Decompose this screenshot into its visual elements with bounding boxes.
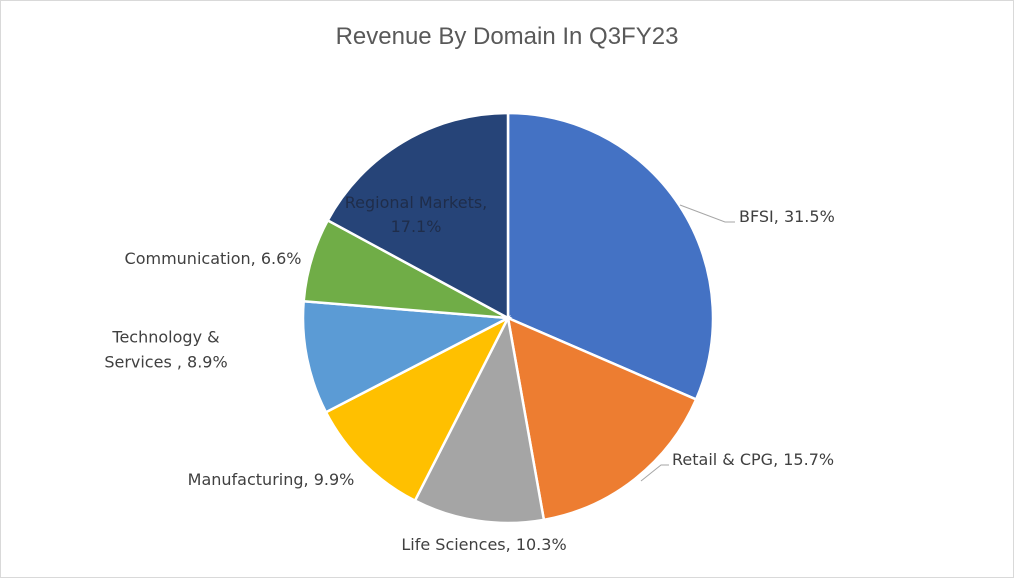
data-label-retail-cpg: Retail & CPG, 15.7% xyxy=(672,450,834,469)
data-label-communication: Communication, 6.6% xyxy=(125,249,302,268)
leader-line xyxy=(679,204,735,223)
data-label-life-sciences: Life Sciences, 10.3% xyxy=(401,535,566,554)
data-label-manufacturing: Manufacturing, 9.9% xyxy=(188,470,355,489)
data-label-regional-markets: Regional Markets, 17.1% xyxy=(345,193,488,236)
pie-slice-life-sciences xyxy=(413,314,546,525)
leader-line xyxy=(640,464,669,482)
chart-title: Revenue By Domain In Q3FY23 xyxy=(335,23,679,50)
pie-slice-bfsi xyxy=(506,111,715,402)
pie-slice-technology-services xyxy=(301,299,513,414)
pie-slice-manufacturing xyxy=(324,315,511,503)
data-label-bfsi: BFSI, 31.5% xyxy=(739,207,835,226)
pie-slice-retail-cpg xyxy=(506,315,698,522)
pie-slice-regional-markets xyxy=(326,111,510,321)
data-label-technology-services: Technology & Services , 8.9% xyxy=(104,328,227,372)
